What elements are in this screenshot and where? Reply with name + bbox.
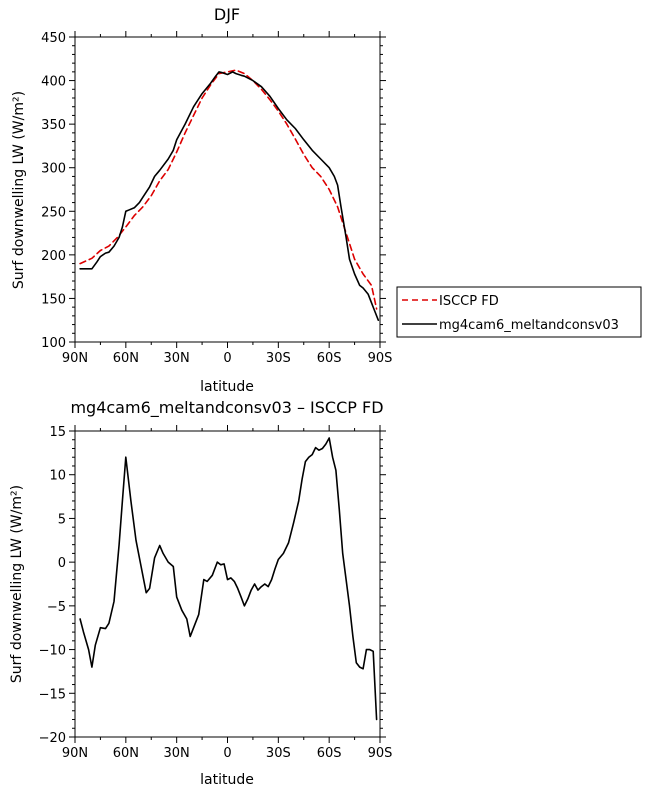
bottom-chart-x-tick-label: 60S (317, 746, 342, 761)
top-chart-legend: ISCCP FD mg4cam6_meltandconsv03 (396, 286, 642, 338)
bottom-chart-y-tick-label: −10 (39, 644, 66, 659)
bottom-chart-ticks: 90N 60N 30N 0 30S 60S 90S −20 −15 −10 −5 0 5 10 15 (39, 425, 393, 761)
bottom-chart-x-tick-label: 60N (113, 746, 139, 761)
top-chart-x-axis-label: latitude (200, 379, 254, 395)
top-chart-y-tick-label: 100 (41, 336, 66, 351)
top-chart-y-tick-label: 150 (41, 292, 66, 307)
top-chart-y-axis-label: Surf downwelling LW (W/m²) (11, 91, 27, 289)
top-chart-title: DJF (214, 5, 240, 24)
top-chart-x-tick-label: 60N (113, 351, 139, 366)
bottom-chart-y-tick-label: 5 (58, 512, 66, 527)
top-chart-x-tick-label: 0 (223, 351, 231, 366)
bottom-chart-x-tick-label: 30S (266, 746, 291, 761)
bottom-chart-series-line-1 (79, 437, 378, 721)
bottom-chart-y-tick-label: 0 (58, 556, 66, 571)
top-chart-ticks: 90N 60N 30N 0 30S 60S 90S 100 150 200 250 300 350 400… (41, 31, 392, 366)
top-chart-x-tick-label: 90S (368, 351, 393, 366)
top-chart-y-tick-label: 200 (41, 249, 66, 264)
bottom-chart-x-axis-label: latitude (200, 772, 254, 788)
bottom-chart-x-tick-label: 90S (368, 746, 393, 761)
bottom-chart-x-tick-label: 90N (62, 746, 88, 761)
legend-label-model: mg4cam6_meltandconsv03 (439, 318, 619, 333)
top-chart-y-tick-label: 400 (41, 75, 66, 90)
top-chart-y-tick-label: 450 (41, 31, 66, 46)
top-chart-series (79, 69, 380, 322)
bottom-chart-x-tick-label: 30N (164, 746, 190, 761)
top-chart-x-tick-label: 90N (62, 351, 88, 366)
top-chart-y-tick-label: 300 (41, 162, 66, 177)
legend-label-isccp: ISCCP FD (439, 294, 499, 309)
bottom-chart-y-tick-label: 10 (49, 469, 66, 484)
top-chart: DJF 90N 60N 30N 0 30S 60S 90S 100 150 200 250 300 35… (11, 5, 642, 395)
top-chart-series-line-1 (79, 69, 378, 310)
top-chart-plot-frame (74, 36, 381, 343)
bottom-chart-y-tick-label: −15 (39, 687, 66, 702)
top-chart-x-tick-label: 60S (317, 351, 342, 366)
top-chart-series-line-2 (79, 71, 380, 322)
bottom-chart-y-tick-label: −20 (39, 731, 66, 746)
bottom-chart-plot-frame (74, 430, 381, 738)
top-chart-x-tick-label: 30N (164, 351, 190, 366)
bottom-chart-y-tick-label: −5 (47, 600, 66, 615)
bottom-chart-y-tick-label: 15 (49, 425, 66, 440)
top-chart-y-tick-label: 350 (41, 118, 66, 133)
bottom-chart: mg4cam6_meltandconsv03 – ISCCP FD 90N 60N… (9, 398, 392, 788)
bottom-chart-title: mg4cam6_meltandconsv03 – ISCCP FD (70, 398, 383, 418)
bottom-chart-x-tick-label: 0 (223, 746, 231, 761)
top-chart-x-tick-label: 30S (266, 351, 291, 366)
bottom-chart-y-axis-label: Surf downwelling LW (W/m²) (9, 485, 25, 683)
legend-box (396, 286, 642, 338)
bottom-chart-series (79, 437, 378, 721)
top-chart-y-tick-label: 250 (41, 205, 66, 220)
